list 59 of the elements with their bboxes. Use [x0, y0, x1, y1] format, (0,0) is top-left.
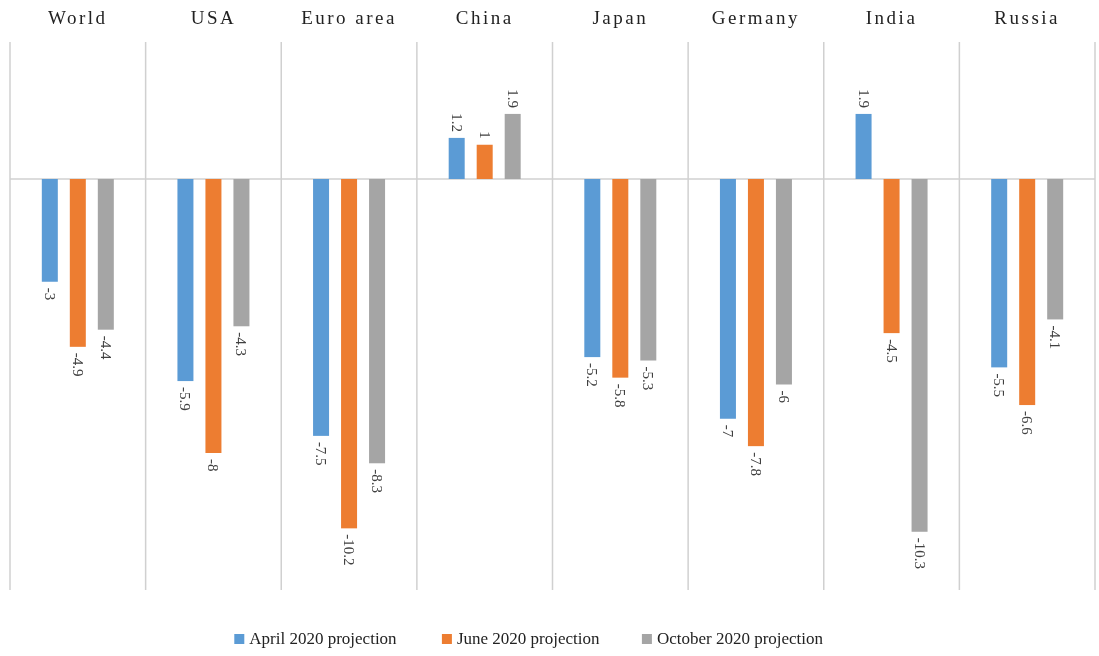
- bar: [97, 179, 114, 330]
- data-label: -7.8: [747, 452, 764, 476]
- data-label: -4.3: [233, 332, 250, 357]
- data-label: -7.5: [313, 441, 330, 466]
- bar: [883, 179, 900, 334]
- data-label: 1.2: [448, 113, 465, 132]
- bar: [476, 144, 493, 179]
- bar: [205, 179, 222, 453]
- data-label: -3: [41, 287, 58, 301]
- bar: [991, 179, 1008, 368]
- bar: [448, 137, 465, 179]
- bar: [640, 179, 657, 361]
- data-label: -7: [719, 424, 736, 438]
- bar: [41, 179, 58, 282]
- data-label: -8: [205, 459, 222, 472]
- bar: [911, 179, 928, 532]
- bar: [584, 179, 601, 358]
- x-tick-label: China: [455, 7, 514, 28]
- bar: [747, 179, 764, 447]
- bar: [1047, 179, 1064, 320]
- data-label: -5.9: [177, 387, 194, 411]
- bar: [1019, 179, 1036, 406]
- x-tick-label: Euro area: [301, 7, 397, 28]
- data-label: -5.3: [640, 366, 657, 391]
- bar: [612, 179, 629, 378]
- bar: [369, 179, 386, 464]
- bar: [313, 179, 330, 436]
- bar: [177, 179, 194, 382]
- x-tick-label: USA: [190, 7, 237, 28]
- bar: [341, 179, 358, 529]
- bar: [775, 179, 792, 385]
- data-label: 1.9: [855, 89, 872, 108]
- data-label: -4.9: [69, 352, 86, 377]
- bar: [69, 179, 86, 347]
- bar: [233, 179, 250, 327]
- data-label: -4.4: [97, 335, 114, 360]
- data-label: -4.5: [883, 339, 900, 363]
- bar: [855, 113, 872, 179]
- data-label: -4.1: [1047, 325, 1064, 350]
- legend-label: October 2020 projection: [656, 628, 824, 648]
- x-tick-label: Russia: [994, 7, 1061, 28]
- data-label: -6.6: [1019, 411, 1036, 436]
- data-label: -5.5: [991, 373, 1008, 398]
- data-label: -5.2: [584, 363, 601, 387]
- bar: [504, 113, 521, 179]
- data-label: -5.8: [612, 383, 629, 408]
- legend-label: June 2020 projection: [456, 628, 600, 648]
- x-tick-label: Germany: [711, 7, 801, 28]
- data-label: 1: [476, 131, 493, 139]
- x-tick-label: Japan: [592, 7, 649, 28]
- data-label: -10.2: [341, 534, 358, 566]
- legend-label: April 2020 projection: [249, 628, 398, 648]
- data-label: 1.9: [504, 89, 521, 108]
- data-label: -10.3: [911, 537, 928, 570]
- data-label: -6: [775, 390, 792, 404]
- bar: [719, 179, 736, 419]
- data-label: -8.3: [369, 469, 386, 494]
- x-tick-label: India: [865, 7, 918, 28]
- x-tick-label: World: [48, 7, 108, 28]
